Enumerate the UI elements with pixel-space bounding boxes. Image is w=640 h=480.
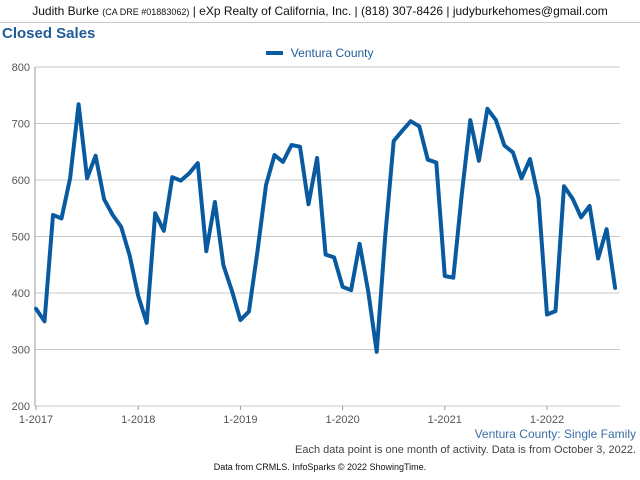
data-point (214, 201, 216, 203)
data-point (359, 243, 361, 245)
x-tick-label: 1-2022 (530, 414, 564, 426)
data-point (589, 205, 591, 207)
data-point (180, 180, 182, 182)
data-point (95, 155, 97, 157)
data-point (239, 319, 241, 321)
chart-subtitle: Ventura County: Single Family (474, 427, 636, 441)
data-point (503, 144, 505, 147)
data-point (401, 130, 403, 132)
data-point (333, 256, 335, 258)
y-tick-label: 200 (12, 401, 30, 413)
x-tick-label: 1-2018 (121, 414, 155, 426)
data-point (597, 257, 599, 260)
data-point (435, 161, 437, 164)
data-point (537, 197, 540, 199)
y-tick-label: 800 (12, 62, 30, 74)
data-point (129, 255, 131, 257)
data-point (512, 151, 514, 153)
legend-swatch (266, 50, 284, 55)
legend-label: Ventura County (290, 46, 374, 60)
data-point (146, 322, 148, 324)
data-point (410, 120, 412, 122)
data-point (461, 193, 463, 195)
data-point (469, 119, 471, 121)
data-point (316, 157, 318, 159)
data-point (137, 295, 139, 297)
data-point (171, 176, 173, 178)
data-note: Each data point is one month of activity… (295, 444, 636, 456)
data-point (563, 185, 565, 187)
data-point (154, 212, 156, 214)
data-point (290, 144, 293, 146)
data-point (367, 290, 369, 292)
data-point (452, 277, 454, 279)
agent-dre-number: (CA DRE #01883062) (102, 7, 190, 17)
data-point (444, 275, 446, 277)
data-point (427, 159, 429, 161)
data-point (614, 287, 616, 289)
y-tick-label: 700 (12, 119, 30, 131)
data-point (546, 313, 548, 316)
data-point (299, 146, 301, 148)
agent-name: Judith Burke (32, 4, 99, 18)
data-point (112, 214, 114, 216)
x-tick-label: 1-2021 (428, 414, 462, 426)
x-tick-label: 1-2017 (19, 414, 53, 426)
data-point (520, 177, 523, 179)
data-point (350, 289, 352, 291)
data-point (554, 310, 557, 312)
data-point (384, 235, 386, 238)
series-line-0 (34, 102, 618, 354)
data-point (78, 103, 80, 105)
data-credit: Data from CRMLS. InfoSparks © 2022 Showi… (213, 462, 427, 472)
data-point (205, 250, 207, 252)
agent-header: Judith Burke (CA DRE #01883062) | eXp Re… (0, 0, 640, 23)
data-point (60, 217, 63, 219)
data-point (256, 251, 258, 253)
data-point (103, 198, 105, 200)
data-point (43, 320, 46, 322)
y-tick-label: 500 (12, 232, 30, 244)
data-point (282, 161, 284, 163)
data-point (529, 158, 531, 160)
agent-contact: | eXp Realty of California, Inc. | (818)… (192, 4, 608, 18)
data-point (325, 254, 327, 256)
data-point (69, 177, 71, 179)
data-point (478, 160, 480, 162)
chart-title: Closed Sales (2, 25, 96, 42)
y-tick-label: 400 (12, 288, 30, 300)
data-point (418, 125, 420, 127)
data-point (163, 230, 165, 232)
data-point (580, 216, 582, 218)
x-tick-label: 1-2019 (223, 414, 257, 426)
data-point (307, 203, 310, 205)
data-point (52, 214, 54, 216)
data-point (486, 108, 488, 110)
x-tick-label: 1-2020 (325, 414, 359, 426)
data-point (86, 177, 88, 179)
data-point (342, 286, 344, 288)
data-point (265, 184, 267, 186)
data-point (188, 172, 190, 174)
data-point (222, 264, 224, 266)
data-point (376, 351, 378, 353)
data-point (393, 140, 395, 142)
legend[interactable]: Ventura County (0, 46, 640, 60)
data-point (273, 154, 276, 156)
y-tick-label: 300 (12, 345, 30, 357)
data-point (572, 198, 574, 200)
data-point (197, 162, 199, 164)
data-point (606, 228, 608, 230)
data-point (120, 226, 122, 228)
y-tick-label: 600 (12, 175, 30, 187)
data-point (495, 119, 497, 121)
data-point (248, 311, 250, 313)
data-point (35, 308, 37, 310)
data-point (231, 290, 233, 292)
